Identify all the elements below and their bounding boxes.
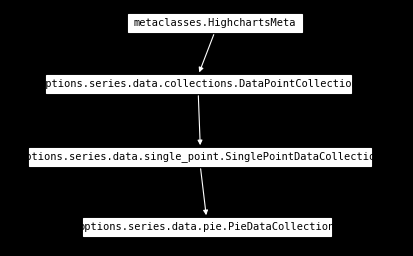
FancyBboxPatch shape [83,218,330,236]
FancyBboxPatch shape [46,75,351,93]
FancyBboxPatch shape [128,14,302,32]
Text: options.series.data.collections.DataPointCollection: options.series.data.collections.DataPoin… [39,79,358,89]
Text: options.series.data.pie.PieDataCollection: options.series.data.pie.PieDataCollectio… [78,222,335,232]
FancyBboxPatch shape [29,148,371,166]
Text: options.series.data.single_point.SinglePointDataCollection: options.series.data.single_point.SingleP… [19,152,382,163]
Text: metaclasses.HighchartsMeta: metaclasses.HighchartsMeta [133,18,296,28]
